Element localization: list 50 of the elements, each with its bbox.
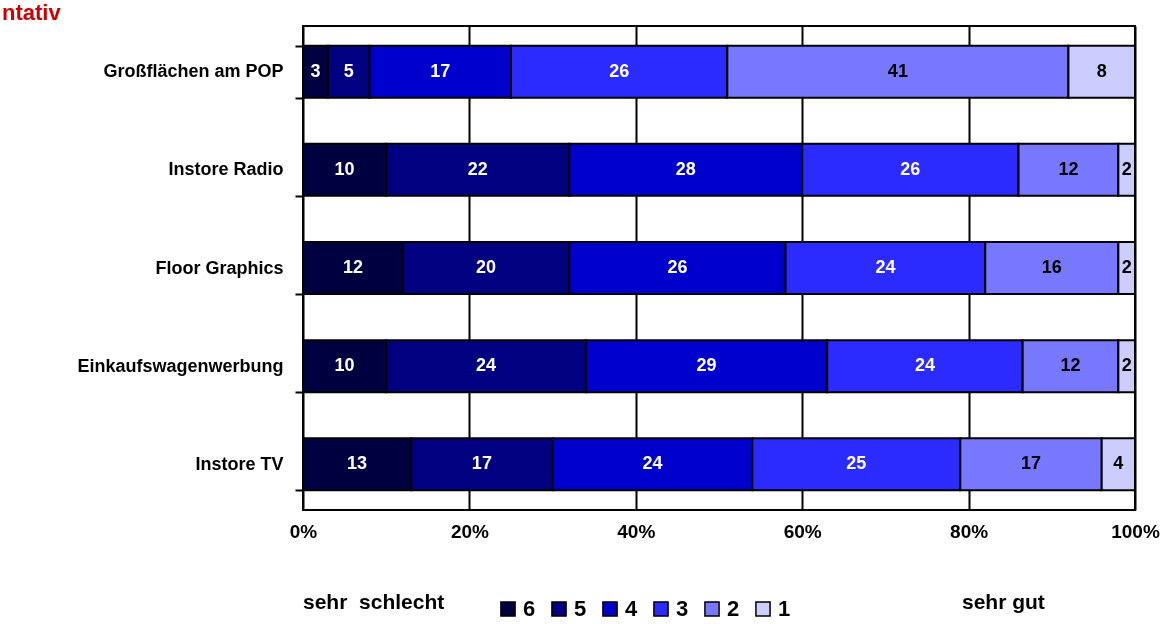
x-tick-label: 20% <box>450 520 490 542</box>
data-label: 10 <box>334 158 355 179</box>
y-tick-label: Instore TV <box>195 453 284 474</box>
data-label: 13 <box>347 453 368 474</box>
legend-label: 4 <box>625 596 638 621</box>
data-label: 28 <box>675 158 696 179</box>
data-label: 41 <box>887 60 908 81</box>
legend-label: 5 <box>574 596 587 621</box>
data-label: 4 <box>1113 453 1124 474</box>
legend-label: 6 <box>523 596 536 621</box>
x-tick-label: 40% <box>617 520 656 542</box>
text: sehr schlecht <box>303 590 445 614</box>
data-label: 24 <box>476 355 497 376</box>
x-tick-label: 80% <box>950 520 989 542</box>
data-label: 26 <box>609 60 630 81</box>
data-label: 2 <box>1121 158 1132 179</box>
x-tick-label: 0% <box>289 520 318 542</box>
data-label: 12 <box>1060 355 1081 376</box>
legend-label: 1 <box>778 596 791 621</box>
data-label: 16 <box>1041 257 1062 277</box>
data-label: 24 <box>642 453 663 474</box>
y-tick-label: Einkaufswagenwerbung <box>77 355 284 376</box>
legend-label: 2 <box>727 596 740 621</box>
data-label: 12 <box>342 257 363 277</box>
y-tick-label: Instore Radio <box>168 159 284 180</box>
data-label: 17 <box>1020 453 1042 474</box>
x-tick-label: 60% <box>783 520 822 542</box>
data-label: 22 <box>467 158 488 179</box>
data-label: 17 <box>430 60 451 81</box>
text: ntativ <box>2 0 61 26</box>
data-label: 24 <box>914 355 935 376</box>
data-label: 26 <box>900 158 921 179</box>
data-label: 5 <box>343 60 354 81</box>
data-label: 10 <box>334 355 355 376</box>
y-tick-label: Großflächen am POP <box>103 61 284 82</box>
data-label: 12 <box>1058 158 1079 179</box>
data-label: 17 <box>471 453 492 474</box>
text: sehr gut <box>962 590 1045 614</box>
data-label: 26 <box>667 257 688 277</box>
data-label: 29 <box>696 355 717 376</box>
data-label: 20 <box>476 257 497 277</box>
data-label: 8 <box>1096 60 1107 81</box>
data-label: 3 <box>310 60 321 81</box>
legend-label: 3 <box>676 596 689 621</box>
y-tick-label: Floor Graphics <box>155 257 284 278</box>
data-label: 2 <box>1121 355 1132 376</box>
data-label: 24 <box>875 257 896 277</box>
data-label: 2 <box>1121 257 1132 277</box>
data-label: 25 <box>846 453 867 474</box>
x-tick-label: 100% <box>1111 520 1160 542</box>
